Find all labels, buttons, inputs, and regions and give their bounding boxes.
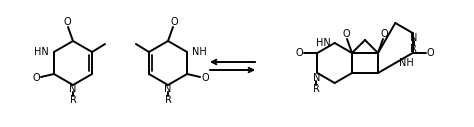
Text: O: O	[380, 29, 388, 39]
Text: R: R	[410, 44, 417, 54]
Text: N: N	[164, 84, 172, 94]
Text: N: N	[313, 73, 320, 83]
Text: N: N	[410, 33, 417, 43]
Text: R: R	[70, 95, 76, 105]
Text: HN: HN	[34, 47, 49, 57]
Text: O: O	[32, 73, 40, 83]
Text: O: O	[296, 48, 303, 58]
Text: N: N	[69, 84, 77, 94]
Text: O: O	[170, 17, 178, 27]
Text: R: R	[164, 95, 172, 105]
Text: O: O	[427, 48, 435, 58]
Text: R: R	[313, 84, 320, 94]
Text: O: O	[342, 29, 350, 39]
Text: HN: HN	[316, 38, 331, 48]
Text: NH: NH	[192, 47, 207, 57]
Text: O: O	[63, 17, 71, 27]
Text: NH: NH	[399, 58, 414, 68]
Text: O: O	[201, 73, 209, 83]
